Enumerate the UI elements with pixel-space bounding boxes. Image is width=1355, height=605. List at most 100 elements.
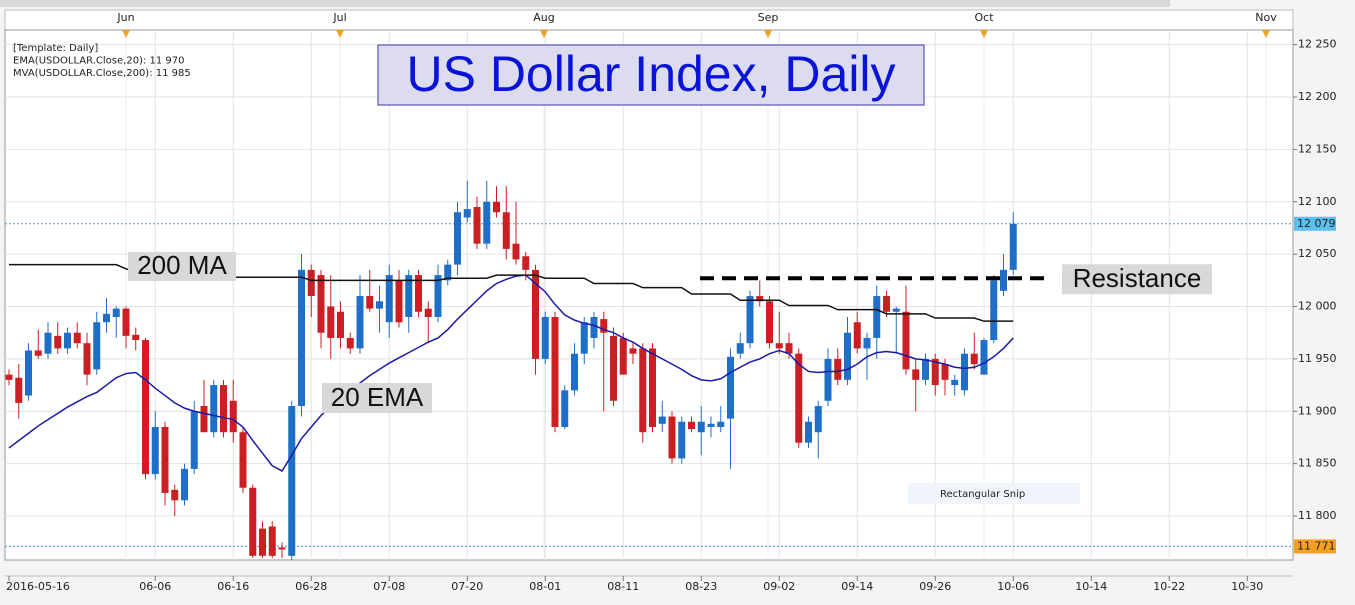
chart-title: US Dollar Index, Daily bbox=[406, 46, 895, 102]
month-label: Aug bbox=[533, 11, 554, 24]
candle-body bbox=[73, 332, 81, 344]
candle-body bbox=[522, 256, 530, 270]
candle-body bbox=[639, 348, 647, 433]
title-box bbox=[377, 44, 925, 106]
x-tick-label: 07-20 bbox=[451, 580, 483, 593]
candle-body bbox=[112, 308, 120, 317]
annotation: Resistance bbox=[1073, 263, 1202, 293]
candle-body bbox=[405, 275, 413, 317]
candle-body bbox=[853, 322, 861, 349]
annotation: 200 MA bbox=[137, 250, 227, 280]
x-tick-label: 06-28 bbox=[295, 580, 327, 593]
candle-body bbox=[434, 275, 442, 317]
candle-body bbox=[249, 487, 257, 556]
y-tick-label: 11 850 bbox=[1298, 457, 1337, 470]
candle-body bbox=[346, 337, 354, 349]
month-marker bbox=[1262, 30, 1270, 38]
candle-body bbox=[970, 353, 978, 365]
candle-body bbox=[590, 316, 598, 338]
candle-body bbox=[151, 426, 159, 475]
candle-body bbox=[600, 319, 608, 333]
candle-body bbox=[532, 269, 539, 359]
x-tick-label: 09-26 bbox=[919, 580, 951, 593]
month-marker bbox=[764, 30, 772, 38]
month-marker bbox=[980, 30, 988, 38]
x-tick-label: 08-01 bbox=[529, 580, 561, 593]
watermark-box bbox=[908, 483, 1080, 504]
candle-body bbox=[259, 528, 266, 556]
candle-body bbox=[385, 275, 393, 323]
candle-body bbox=[122, 308, 130, 336]
candle-body bbox=[551, 316, 559, 427]
month-label: Sep bbox=[758, 11, 779, 24]
candle-body bbox=[736, 343, 744, 354]
candle-body bbox=[649, 348, 656, 427]
candle-body bbox=[376, 301, 383, 309]
candle-body bbox=[658, 416, 666, 424]
candle-body bbox=[727, 356, 734, 419]
x-tick-label: 07-08 bbox=[373, 580, 405, 593]
candle-body bbox=[863, 337, 871, 349]
candle-body bbox=[912, 369, 920, 380]
candle-body bbox=[678, 421, 686, 459]
candle-body bbox=[990, 280, 998, 341]
candle-body bbox=[463, 209, 471, 218]
y-tick-label: 12 100 bbox=[1298, 195, 1337, 208]
candle-body bbox=[805, 421, 812, 443]
candle-body bbox=[15, 377, 23, 403]
candle-body bbox=[717, 421, 725, 427]
candle-body bbox=[298, 269, 305, 407]
x-tick-label: 10-06 bbox=[997, 580, 1029, 593]
month-marker bbox=[336, 30, 344, 38]
candle-body bbox=[239, 432, 247, 488]
candle-body bbox=[619, 337, 627, 375]
month-label: Jul bbox=[332, 11, 346, 24]
candle-body bbox=[571, 353, 578, 391]
candle-body bbox=[785, 343, 793, 354]
candle-body bbox=[756, 296, 764, 302]
candle-body bbox=[961, 353, 968, 391]
x-tick-label: 10-30 bbox=[1231, 580, 1263, 593]
indicator-line bbox=[8, 274, 1014, 472]
candle-body bbox=[561, 390, 569, 427]
price-label-box bbox=[1294, 539, 1336, 554]
candle-body bbox=[775, 343, 783, 349]
candle-body bbox=[395, 280, 403, 323]
candle-body bbox=[844, 332, 851, 380]
price-label: 12 079 bbox=[1297, 217, 1336, 230]
watermark: Rectangular Snip bbox=[940, 489, 1025, 500]
legend-text: EMA(USDOLLAR.Close,20): 11 970 bbox=[13, 56, 185, 67]
candle-body bbox=[483, 201, 491, 244]
candle-body bbox=[697, 421, 705, 433]
candle-body bbox=[834, 358, 842, 380]
candle-body bbox=[873, 296, 881, 338]
candle-body bbox=[93, 322, 101, 370]
y-tick-label: 12 050 bbox=[1298, 247, 1337, 260]
x-tick-label: 10-14 bbox=[1075, 580, 1107, 593]
overlay: 12 079 11 771 [Template: Daily] EMA(USDOLLA… bbox=[13, 43, 1336, 554]
candle-body bbox=[922, 358, 929, 380]
candle-body bbox=[327, 306, 335, 338]
candle-body bbox=[317, 275, 325, 333]
candle-body bbox=[824, 358, 832, 401]
y-tick-label: 12 150 bbox=[1298, 142, 1337, 155]
candle-body bbox=[883, 296, 890, 312]
candle-body bbox=[34, 350, 42, 356]
candle-body bbox=[766, 301, 773, 344]
x-tick-label: 09-14 bbox=[841, 580, 873, 593]
month-label: Nov bbox=[1255, 11, 1277, 24]
candle-body bbox=[171, 489, 179, 501]
month-label: Oct bbox=[974, 11, 994, 24]
candle-body bbox=[142, 340, 149, 475]
marks bbox=[5, 180, 1017, 560]
candle-body bbox=[181, 468, 188, 501]
candle-body bbox=[424, 308, 432, 317]
candle-body bbox=[278, 547, 286, 550]
candle-body bbox=[580, 322, 588, 354]
candle-body bbox=[814, 406, 822, 433]
x-tick-label: 08-11 bbox=[607, 580, 639, 593]
candle-body bbox=[951, 379, 959, 386]
x-tick-label: 06-16 bbox=[217, 580, 249, 593]
candle-body bbox=[629, 348, 637, 354]
candle-body bbox=[541, 316, 549, 359]
